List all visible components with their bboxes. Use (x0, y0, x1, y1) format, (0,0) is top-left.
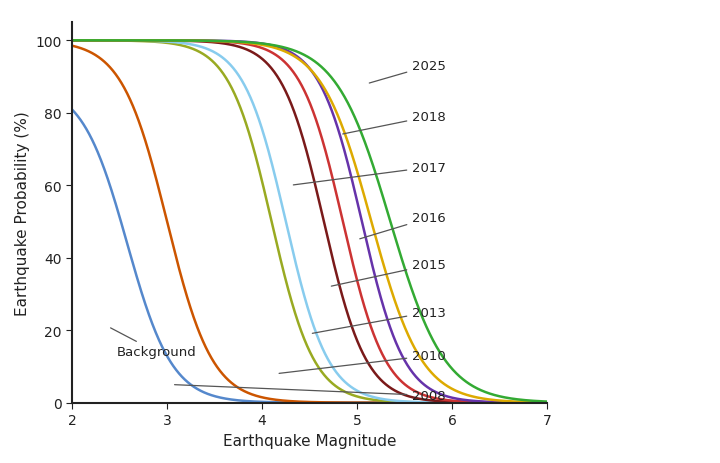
Text: 2013: 2013 (312, 306, 446, 334)
Text: 2015: 2015 (331, 259, 446, 287)
Text: 2018: 2018 (343, 111, 446, 135)
Text: 2016: 2016 (360, 212, 446, 239)
Text: 2008: 2008 (174, 385, 446, 402)
X-axis label: Earthquake Magnitude: Earthquake Magnitude (223, 433, 396, 448)
Text: Background: Background (111, 328, 197, 359)
Y-axis label: Earthquake Probability (%): Earthquake Probability (%) (14, 111, 30, 315)
Text: 2025: 2025 (369, 60, 446, 84)
Text: 2017: 2017 (293, 161, 446, 186)
Text: 2010: 2010 (279, 349, 446, 374)
